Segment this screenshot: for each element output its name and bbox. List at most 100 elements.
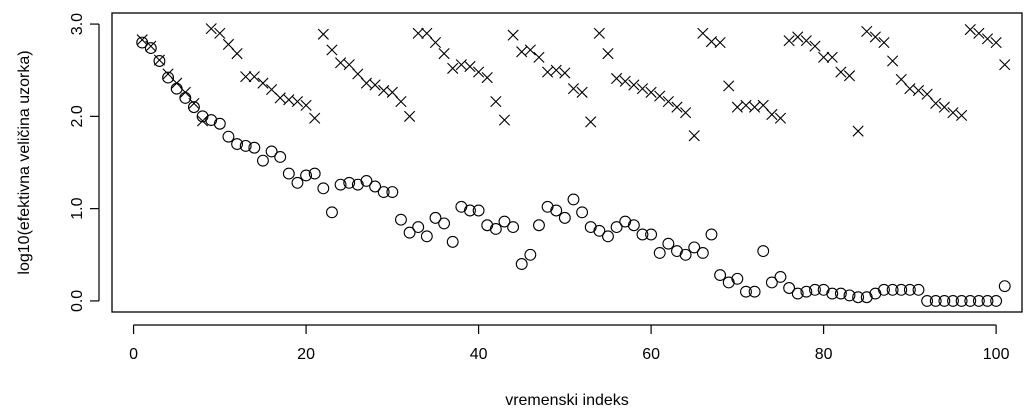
cross-point: [576, 86, 588, 98]
x-axis: 0 20 40 60 80 100: [129, 324, 1010, 363]
cross-point: [930, 97, 942, 110]
cross-point: [680, 107, 692, 119]
circle-point: [662, 237, 675, 250]
cross-point: [800, 35, 812, 47]
circle-point: [256, 154, 269, 167]
circle-point: [593, 224, 606, 237]
circle-point: [403, 226, 416, 239]
cross-point: [334, 57, 347, 69]
cross-point: [421, 27, 433, 39]
circle-point: [395, 213, 407, 226]
cross-point: [818, 51, 830, 63]
circle-point: [420, 230, 433, 243]
circle-point: [489, 222, 502, 235]
cross-point: [395, 96, 407, 108]
circle-point: [455, 200, 468, 213]
cross-point: [895, 73, 907, 86]
circle-point: [412, 221, 425, 234]
circle-point: [515, 258, 528, 270]
circle-point: [567, 193, 580, 206]
cross-point: [533, 51, 545, 63]
circle-point: [809, 283, 821, 296]
circle-point: [222, 130, 235, 143]
cross-point: [740, 99, 752, 111]
circle-point: [213, 117, 226, 130]
cross-point: [352, 68, 364, 80]
cross-point: [792, 31, 804, 43]
circle-point: [541, 200, 554, 213]
cross-point: [990, 36, 1002, 49]
cross-point: [343, 59, 355, 71]
cross-point: [749, 101, 761, 113]
cross-point: [567, 83, 580, 95]
circle-point: [947, 294, 959, 307]
circle-point: [826, 287, 839, 300]
cross-point: [585, 116, 597, 128]
circle-point: [774, 270, 787, 283]
circle-point: [679, 248, 692, 261]
circle-point: [765, 276, 778, 289]
cross-point: [766, 108, 778, 121]
cross-point: [964, 24, 976, 36]
cross-point: [205, 23, 217, 35]
cross-point: [912, 84, 925, 97]
circle-point: [524, 248, 537, 261]
circle-point: [929, 294, 942, 307]
cross-point: [248, 71, 260, 83]
cross-point: [240, 71, 252, 83]
circle-point: [748, 285, 761, 298]
circle-point: [757, 245, 770, 258]
x-tick-label: 20: [297, 346, 315, 363]
circle-point: [472, 204, 485, 217]
circle-point: [205, 114, 218, 126]
circle-point: [334, 178, 347, 191]
cross-point: [843, 70, 856, 82]
cross-point: [731, 101, 743, 113]
cross-point: [981, 33, 994, 45]
cross-point: [973, 27, 985, 39]
cross-point: [714, 36, 726, 49]
cross-point: [688, 130, 700, 142]
cross-point: [498, 114, 511, 126]
x-tick-label: 100: [983, 346, 1010, 363]
cross-point: [386, 86, 398, 98]
circle-point: [688, 241, 701, 254]
circle-point: [429, 211, 442, 224]
circle-point: [248, 141, 261, 154]
circle-point: [627, 219, 640, 232]
x-tick-label: 40: [470, 346, 488, 363]
circle-point: [619, 215, 632, 228]
cross-point: [378, 84, 390, 97]
cross-point: [283, 94, 295, 106]
cross-point: [878, 36, 890, 49]
circle-point: [360, 175, 373, 187]
circle-point: [326, 206, 338, 219]
circle-point: [800, 285, 813, 298]
x-axis-title: vremenski indeks: [505, 392, 629, 409]
circle-point: [886, 283, 899, 296]
cross-point: [231, 48, 243, 60]
y-axis-title: log10(efektivna veličina uzorka): [16, 50, 33, 274]
circle-point: [791, 287, 804, 300]
circle-point: [740, 285, 752, 298]
circle-point: [274, 151, 287, 163]
y-tick-label: 3.0: [69, 13, 86, 35]
circle-point: [722, 276, 735, 289]
circle-point: [144, 42, 157, 55]
circle-point: [636, 228, 649, 241]
cross-point: [671, 101, 683, 113]
circle-point: [912, 283, 925, 296]
cross-point: [524, 44, 536, 56]
cross-point: [472, 66, 485, 78]
cross-point: [904, 83, 916, 95]
circle-point: [153, 55, 166, 67]
cross-point: [999, 59, 1011, 71]
cross-point: [300, 99, 312, 111]
circle-point: [645, 228, 658, 241]
circle-point: [921, 294, 934, 307]
circle-point: [265, 145, 278, 158]
cross-point: [136, 34, 148, 46]
y-tick-label: 1.0: [69, 197, 86, 219]
circle-point: [300, 169, 313, 182]
cross-point: [326, 44, 338, 56]
